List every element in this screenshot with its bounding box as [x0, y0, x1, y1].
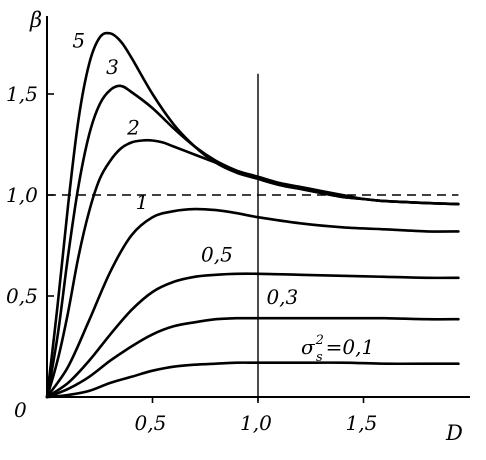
- legend-sigma: σ: [301, 335, 316, 359]
- x-tick-label-0: 0,5: [135, 411, 167, 435]
- legend-sigma-value: =0,1: [326, 335, 375, 359]
- series-curve-4: [45, 272, 460, 399]
- series-label-3: 1: [136, 190, 149, 214]
- series-curve-6: [45, 361, 460, 399]
- series-label-5: 0,3: [266, 285, 298, 309]
- series-curve-1: [45, 84, 460, 399]
- x-tick-label-2: 1,5: [346, 411, 378, 435]
- legend-sigma-sup: 2: [315, 333, 324, 348]
- series-label-4: 0,5: [201, 243, 233, 267]
- y-tick-label-0: 0,5: [6, 284, 38, 308]
- legend-sigma-sub: s: [316, 350, 323, 365]
- series-label-1: 3: [106, 55, 119, 79]
- y-tick-label-2: 1,5: [6, 82, 38, 106]
- plot-area: 0,5 1,0 1,5 0,5 1,0 1,5 53 2 1 0,5 0,3: [6, 29, 460, 435]
- x-tick-label-1: 1,0: [240, 411, 272, 435]
- series-label-2: 2: [126, 115, 140, 139]
- series-curve-5: [45, 316, 460, 399]
- series-curve-3: [45, 207, 460, 399]
- origin-label: 0: [14, 398, 27, 422]
- series-label-0: 5: [72, 29, 85, 53]
- x-axis-label: D: [445, 421, 463, 445]
- y-tick-label-1: 1,0: [6, 183, 38, 207]
- legend-sigma-label: σ2 s =0,1: [301, 333, 374, 365]
- series-curve-2: [45, 138, 460, 399]
- y-axis-label: β: [29, 8, 42, 32]
